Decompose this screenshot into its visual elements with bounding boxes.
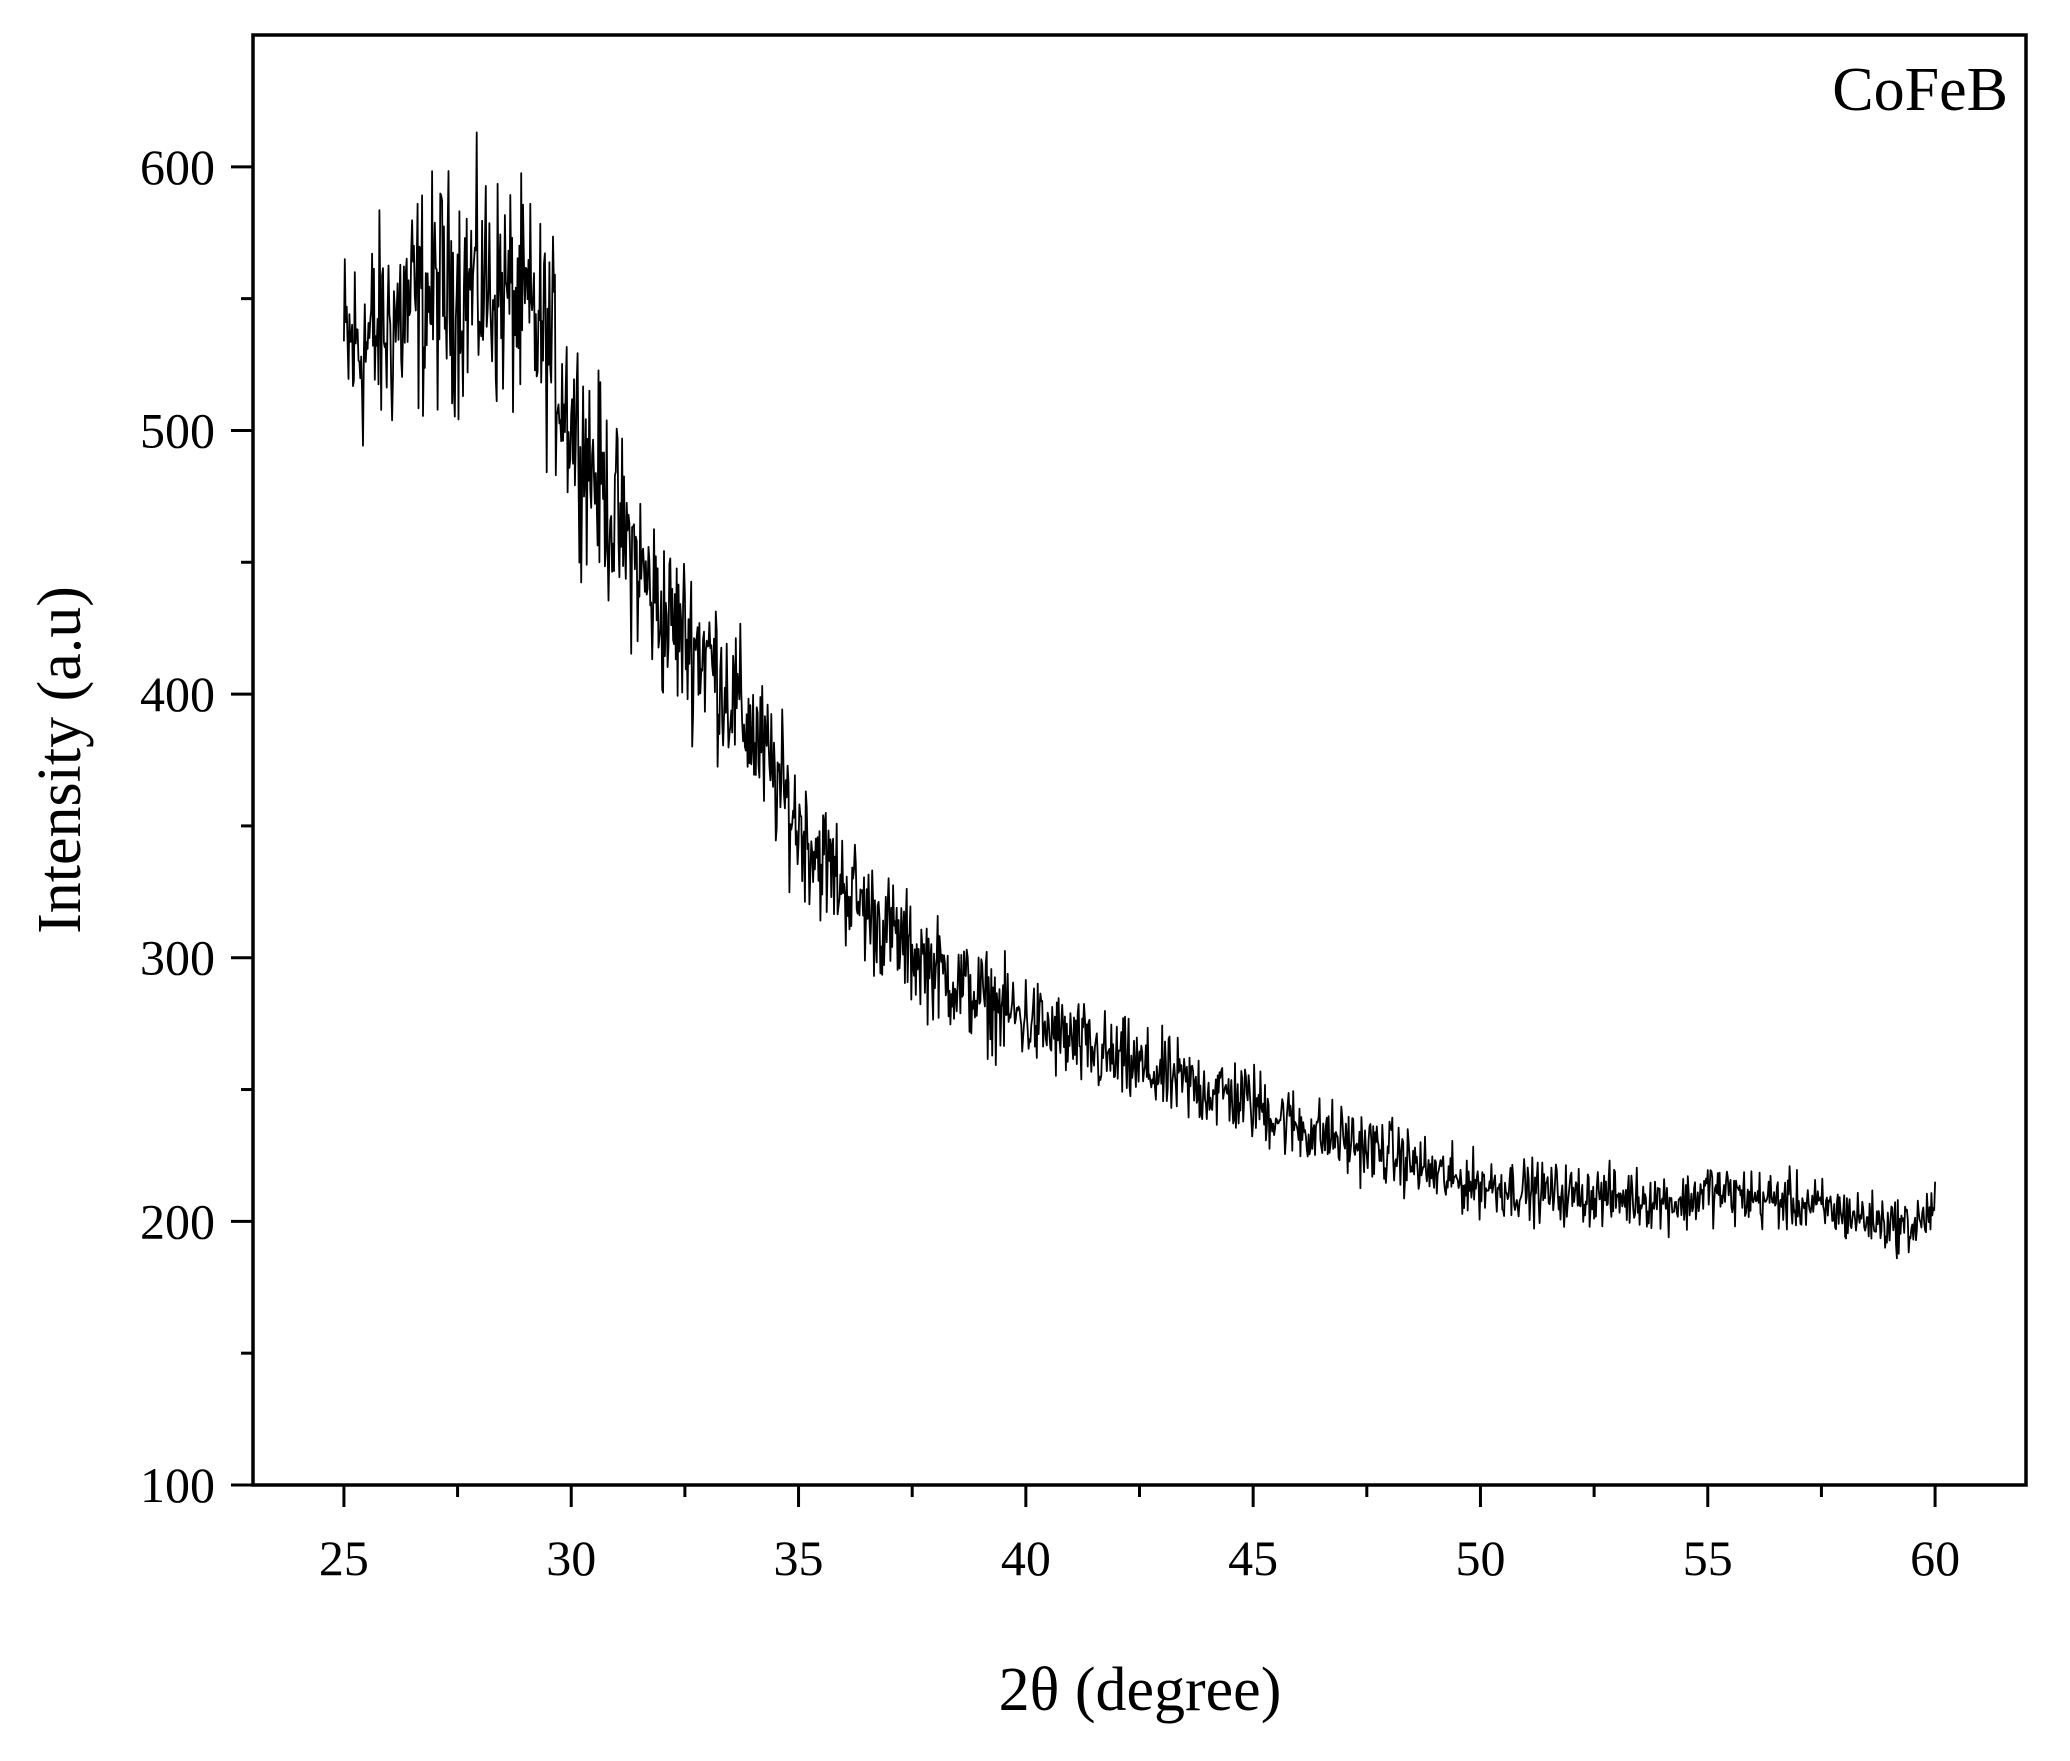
panel-label: CoFeB	[1832, 56, 2008, 124]
series-line	[343, 131, 1936, 1260]
y-tick-label: 200	[140, 1193, 215, 1249]
x-tick-label: 40	[1001, 1530, 1051, 1586]
x-tick-label: 60	[1910, 1530, 1960, 1586]
y-tick-label: 600	[140, 139, 215, 195]
y-tick-label: 100	[140, 1457, 215, 1513]
y-axis: 100 200 300 400 500 600	[140, 139, 253, 1513]
x-tick-label: 35	[774, 1530, 824, 1586]
y-axis-title: Intensity (a.u)	[26, 586, 94, 934]
x-tick-label: 25	[319, 1530, 369, 1586]
x-tick-label: 50	[1455, 1530, 1505, 1586]
y-tick-label: 400	[140, 666, 215, 722]
x-axis-title: 2θ (degree)	[999, 1656, 1282, 1724]
x-tick-label: 45	[1228, 1530, 1278, 1586]
x-axis: 25 30 35 40 45 50 55 60	[319, 1485, 1960, 1586]
y-tick-label: 500	[140, 402, 215, 458]
y-tick-label: 300	[140, 930, 215, 986]
x-tick-label: 55	[1683, 1530, 1733, 1586]
x-tick-label: 30	[546, 1530, 596, 1586]
